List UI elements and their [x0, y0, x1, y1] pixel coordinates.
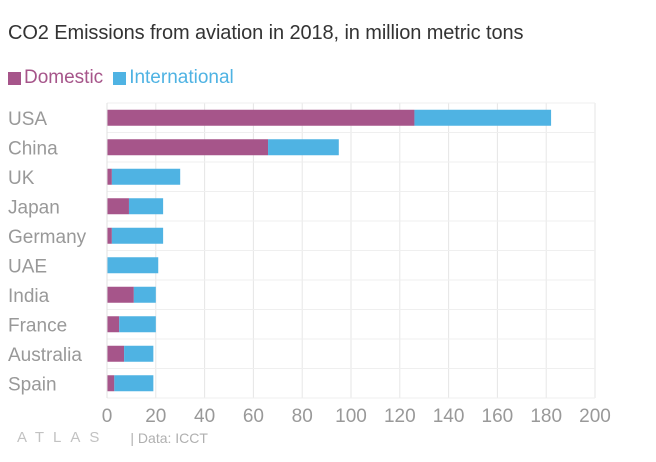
- bar-international-germany: [111, 227, 164, 244]
- x-tick-label: 100: [335, 406, 367, 427]
- category-label: Germany: [8, 227, 87, 248]
- bar-international-usa: [414, 109, 552, 126]
- atlas-logo: ATLAS: [17, 429, 109, 446]
- x-tick-label: 0: [102, 406, 113, 427]
- chart-title: CO2 Emissions from aviation in 2018, in …: [8, 22, 524, 44]
- category-label: USA: [8, 109, 47, 130]
- category-label: India: [8, 286, 50, 307]
- x-tick-label: 20: [145, 406, 166, 427]
- category-label: Australia: [8, 345, 82, 366]
- bar-international-australia: [124, 345, 154, 362]
- x-tick-label: 40: [194, 406, 215, 427]
- footer: ATLAS | Data: ICCT: [17, 429, 208, 446]
- legend-item-international: International: [113, 67, 234, 89]
- bar-domestic-india: [107, 286, 134, 303]
- bar-domestic-usa: [107, 109, 415, 126]
- bar-domestic-spain: [107, 375, 115, 392]
- legend: Domestic International: [8, 67, 244, 89]
- bar-international-uk: [111, 168, 181, 185]
- x-tick-label: 60: [243, 406, 264, 427]
- bar-domestic-australia: [107, 345, 125, 362]
- bar-domestic-germany: [107, 227, 112, 244]
- legend-swatch-international: [113, 71, 127, 85]
- bar-domestic-france: [107, 316, 120, 333]
- bar-domestic-japan: [107, 198, 129, 215]
- bar-international-uae: [107, 257, 159, 274]
- category-label: Japan: [8, 197, 60, 218]
- legend-swatch-domestic: [8, 71, 21, 85]
- x-tick-label: 180: [530, 406, 562, 427]
- bar-domestic-china: [107, 139, 269, 156]
- x-tick-label: 160: [482, 406, 514, 427]
- bar-international-japan: [128, 198, 164, 215]
- legend-label-domestic: Domestic: [24, 67, 104, 88]
- category-label: UAE: [8, 256, 47, 277]
- category-label: France: [8, 315, 67, 336]
- x-tick-label: 140: [433, 406, 465, 427]
- legend-label-international: International: [129, 67, 234, 88]
- data-source: | Data: ICCT: [130, 429, 208, 446]
- bar-international-india: [133, 286, 156, 303]
- x-tick-label: 120: [384, 406, 416, 427]
- bar-international-china: [268, 139, 339, 156]
- category-label: Spain: [8, 374, 57, 395]
- bar-international-france: [119, 316, 156, 333]
- bar-international-spain: [114, 375, 154, 392]
- category-label: China: [8, 138, 58, 159]
- category-label: UK: [8, 168, 35, 189]
- legend-item-domestic: Domestic: [8, 67, 103, 89]
- bar-domestic-uk: [107, 168, 112, 185]
- x-tick-label: 80: [292, 406, 313, 427]
- x-tick-label: 200: [579, 406, 611, 427]
